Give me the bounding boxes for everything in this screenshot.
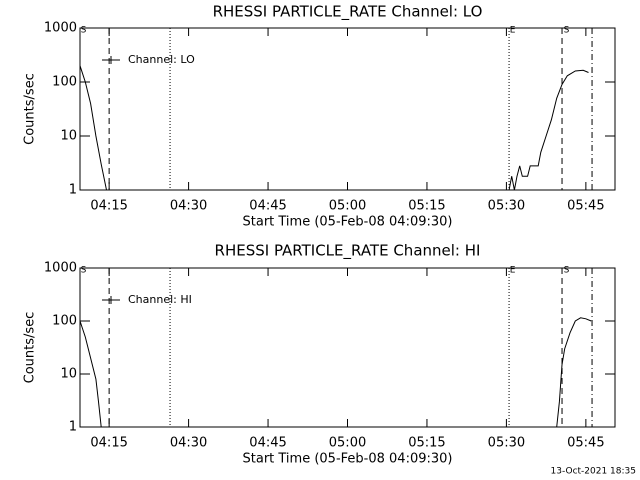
x-tick-label: 04:45 [249, 436, 286, 451]
chart-title: RHESSI PARTICLE_RATE Channel: LO [213, 3, 483, 22]
event-label: S [81, 26, 87, 36]
y-tick-label: 1 [69, 420, 77, 435]
y-tick-label: 1 [69, 183, 77, 198]
footer: 13-Oct-2021 18:35 [551, 467, 636, 477]
series-line [79, 65, 589, 191]
y-tick-label: 100 [52, 314, 77, 329]
y-axis-label: Counts/sec [23, 73, 38, 145]
x-tick-label: 05:30 [488, 199, 525, 214]
series-line [79, 317, 592, 428]
y-tick-label: 1000 [44, 21, 77, 36]
x-tick-label: 05:15 [408, 436, 445, 451]
y-tick-label: 10 [60, 129, 77, 144]
x-tick-label: 05:45 [567, 436, 604, 451]
event-label: S [81, 266, 87, 276]
x-tick-label: 05:15 [408, 199, 445, 214]
y-tick-label: 1000 [44, 261, 77, 276]
x-tick-label: 05:00 [329, 199, 366, 214]
x-tick-label: 04:15 [90, 199, 127, 214]
x-axis-label: Start Time (05-Feb-08 04:09:30) [243, 452, 453, 467]
x-tick-label: 04:30 [170, 199, 207, 214]
event-label: E [510, 26, 516, 36]
legend-label: Channel: LO [128, 53, 195, 66]
event-label: S [564, 26, 570, 36]
x-tick-label: 04:15 [90, 436, 127, 451]
plot-frame [79, 267, 616, 428]
x-tick-label: 05:30 [488, 436, 525, 451]
y-tick-label: 10 [60, 367, 77, 382]
x-tick-label: 04:30 [170, 436, 207, 451]
y-tick-label: 100 [52, 75, 77, 90]
chart-title: RHESSI PARTICLE_RATE Channel: HI [215, 242, 481, 261]
legend-label: Channel: HI [128, 293, 192, 306]
event-label: S [564, 266, 570, 276]
x-axis-label: Start Time (05-Feb-08 04:09:30) [243, 215, 453, 230]
x-tick-label: 04:45 [249, 199, 286, 214]
event-label: E [510, 266, 516, 276]
x-tick-label: 05:00 [329, 436, 366, 451]
x-tick-label: 05:45 [567, 199, 604, 214]
y-axis-label: Counts/sec [23, 312, 38, 384]
